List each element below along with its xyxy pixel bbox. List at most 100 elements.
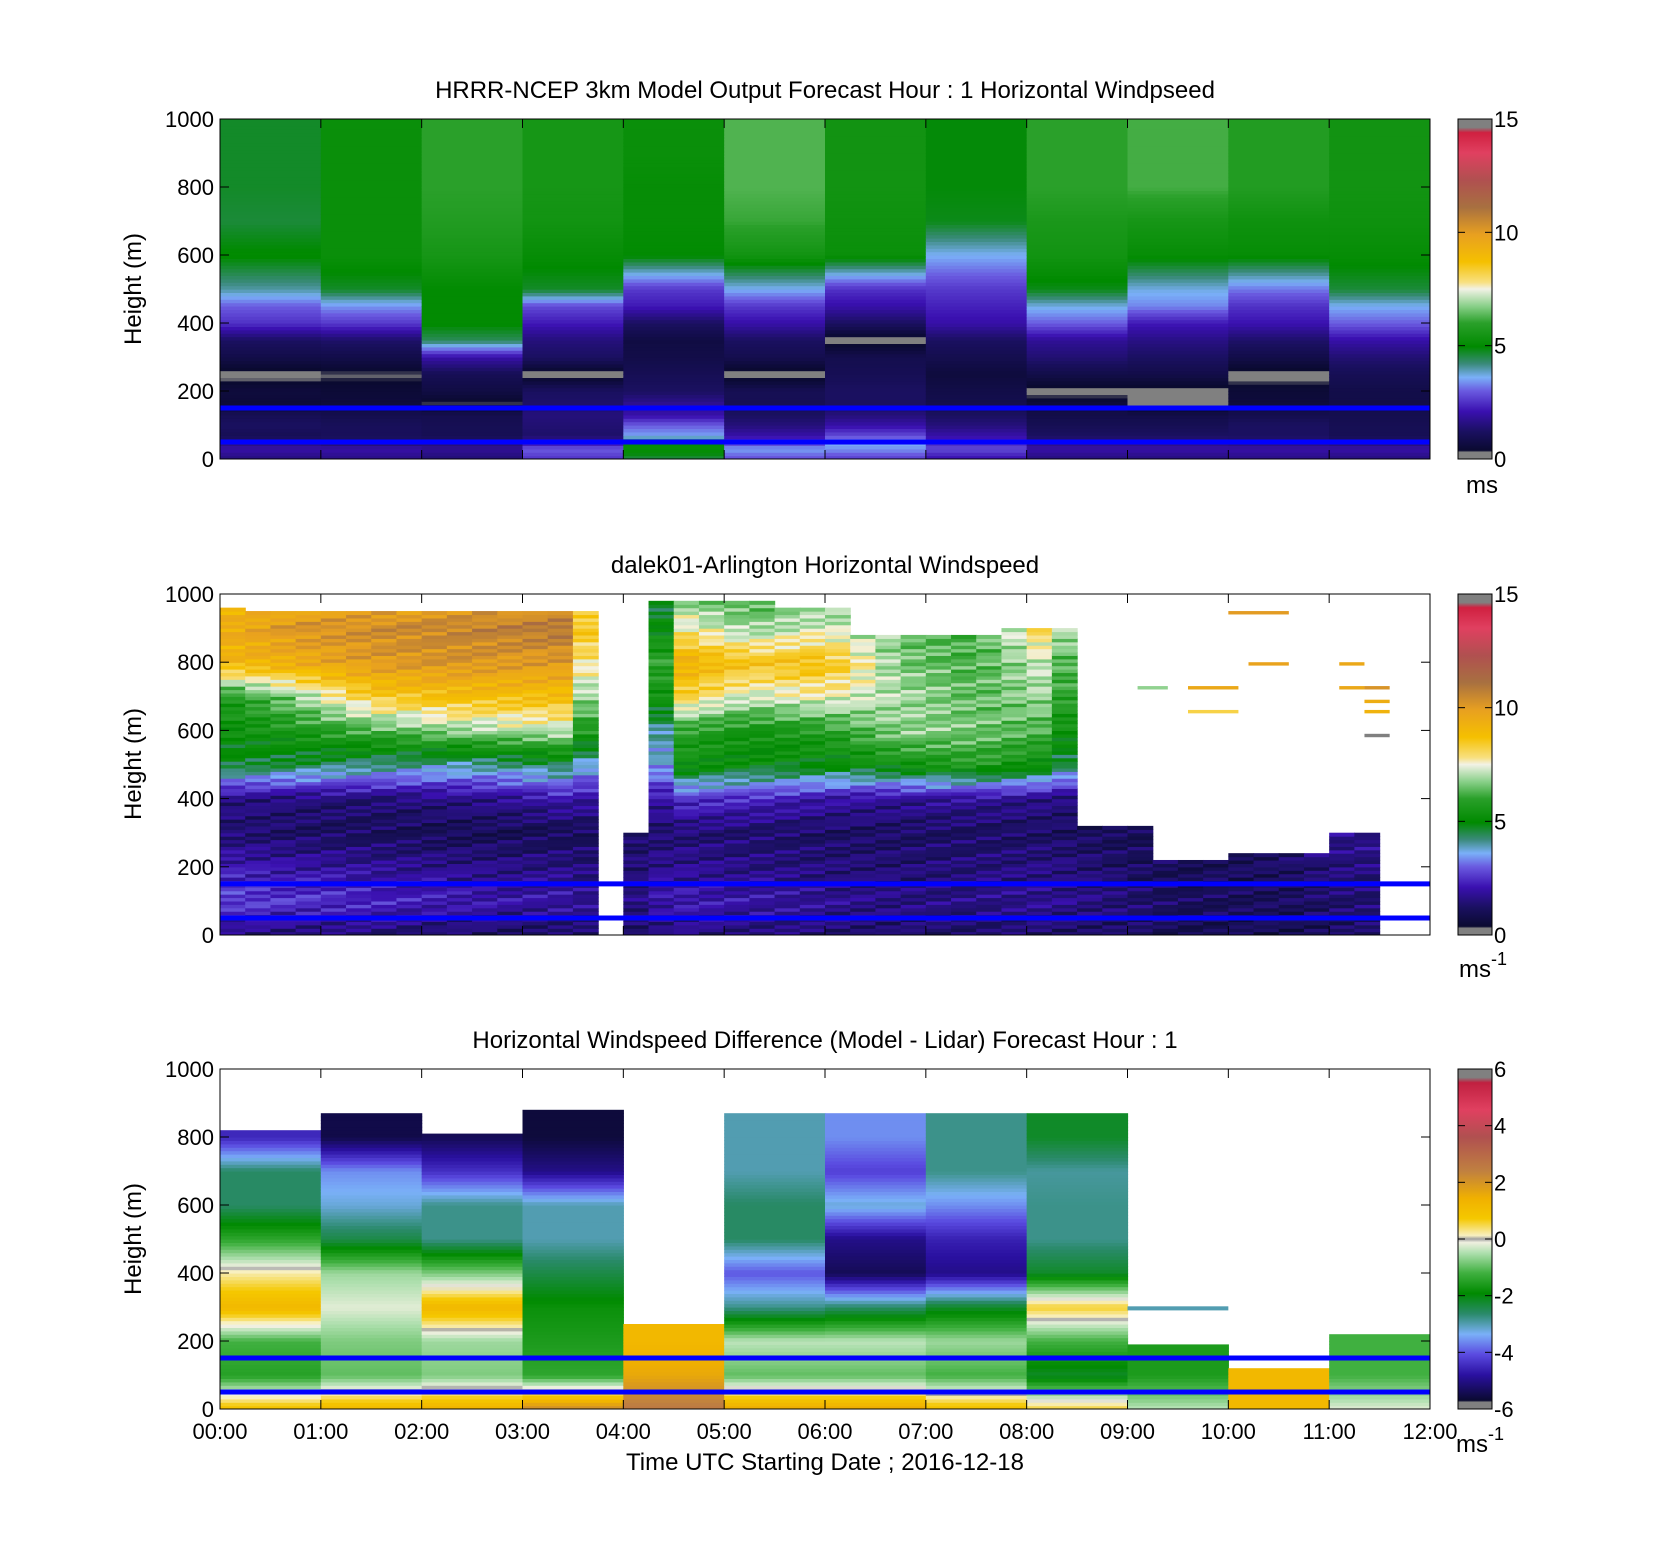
heatmap-cell — [396, 648, 423, 653]
heatmap-cell — [346, 866, 372, 871]
heatmap-cell — [220, 1405, 322, 1409]
heatmap-cell — [220, 1242, 322, 1247]
heatmap-cell — [421, 374, 524, 378]
heatmap-cell — [825, 357, 927, 361]
heatmap-cell — [1329, 380, 1430, 385]
heatmap-cell — [320, 750, 347, 755]
heatmap-cell — [749, 907, 776, 912]
heatmap-cell — [875, 682, 902, 687]
heatmap-cell — [1228, 357, 1330, 361]
heatmap-cell — [1001, 761, 1028, 766]
heatmap-cell — [648, 641, 675, 646]
heatmap-cell — [1026, 778, 1053, 783]
heatmap-cell — [572, 812, 599, 817]
heatmap-cell — [522, 931, 549, 935]
heatmap-cell — [799, 853, 826, 858]
heatmap-cell — [472, 624, 498, 629]
heatmap-cell — [220, 333, 322, 338]
heatmap-cell — [522, 282, 624, 287]
heatmap-cell — [396, 617, 423, 622]
heatmap-cell — [1127, 170, 1229, 174]
heatmap-cell — [320, 791, 347, 796]
heatmap-cell — [522, 204, 624, 208]
heatmap-cell — [220, 1160, 322, 1165]
heatmap-cell — [346, 655, 372, 660]
heatmap-cell — [371, 924, 398, 929]
heatmap-cell — [497, 802, 524, 807]
heatmap-cell — [572, 921, 599, 926]
heatmap-cell — [799, 812, 826, 817]
heatmap-cell — [320, 1310, 423, 1315]
heatmap-cell — [698, 692, 725, 697]
heatmap-cell — [673, 655, 700, 660]
heatmap-cell — [623, 877, 650, 882]
heatmap-cell — [220, 207, 322, 212]
heatmap-cell — [673, 907, 700, 912]
heatmap-cell — [850, 778, 877, 783]
heatmap-cell — [623, 336, 725, 341]
heatmap-cell — [220, 374, 322, 378]
heatmap-cell — [774, 764, 801, 769]
heatmap-cell — [396, 709, 423, 714]
heatmap-cell — [1026, 394, 1129, 399]
heatmap-cell — [446, 849, 473, 854]
heatmap-cell — [1253, 894, 1280, 899]
heatmap-cell — [547, 720, 574, 725]
heatmap-cell — [1026, 709, 1053, 714]
heatmap-cell — [371, 713, 398, 718]
heatmap-cell — [925, 455, 1028, 459]
heatmap-cell — [749, 634, 776, 639]
heatmap-cell — [396, 771, 423, 776]
heatmap-cell — [925, 675, 952, 680]
heatmap-cell — [774, 621, 801, 626]
heatmap-cell — [1102, 877, 1129, 882]
heatmap-cell — [724, 750, 750, 755]
heatmap-cell — [270, 894, 297, 899]
heatmap-cell — [825, 744, 851, 749]
heatmap-cell — [245, 928, 272, 933]
heatmap-cell — [976, 873, 1003, 878]
heatmap-cell — [1051, 870, 1078, 875]
heatmap-cell — [320, 401, 423, 406]
heatmap-cell — [925, 703, 952, 708]
heatmap-cell — [648, 832, 675, 837]
heatmap-cell — [1177, 866, 1204, 871]
panel-lidar: dalek01-Arlington Horizontal Windspeed 0… — [120, 552, 1518, 983]
heatmap-cell — [951, 703, 977, 708]
heatmap-cell — [774, 928, 801, 933]
heatmap-cell — [1228, 931, 1255, 935]
heatmap-cell — [925, 353, 1028, 358]
heatmap-cell — [320, 870, 347, 875]
heatmap-cell — [522, 122, 624, 127]
heatmap-cell — [774, 750, 801, 755]
heatmap-cell — [850, 924, 877, 929]
heatmap-cell — [1127, 176, 1229, 181]
heatmap-cell — [220, 1225, 322, 1230]
heatmap-cell — [900, 669, 927, 674]
heatmap-cell — [421, 200, 524, 205]
heatmap-cell — [925, 380, 1028, 385]
heatmap-cell — [925, 733, 952, 738]
heatmap-cell — [900, 726, 927, 731]
heatmap-cell — [1329, 363, 1430, 368]
heatmap-cell — [724, 248, 826, 253]
heatmap-cell — [925, 870, 952, 875]
heatmap-cell — [724, 363, 826, 368]
heatmap-cell — [320, 1174, 423, 1179]
heatmap-cell — [1026, 832, 1053, 837]
heatmap-cell — [1329, 350, 1430, 355]
heatmap-cell — [220, 900, 246, 905]
heatmap-cell — [724, 401, 826, 406]
heatmap-cell — [850, 709, 877, 714]
heatmap-cell — [900, 645, 927, 650]
heatmap-cell — [1026, 255, 1129, 259]
heatmap-cell — [951, 648, 977, 653]
heatmap-cell — [220, 323, 322, 327]
heatmap-cell — [320, 1123, 423, 1128]
heatmap-cell — [749, 829, 776, 834]
heatmap-cell — [1354, 931, 1381, 935]
heatmap-cell — [295, 747, 322, 752]
heatmap-cell — [1228, 890, 1255, 895]
heatmap-cell — [1152, 894, 1179, 899]
heatmap-cell — [421, 1310, 524, 1315]
